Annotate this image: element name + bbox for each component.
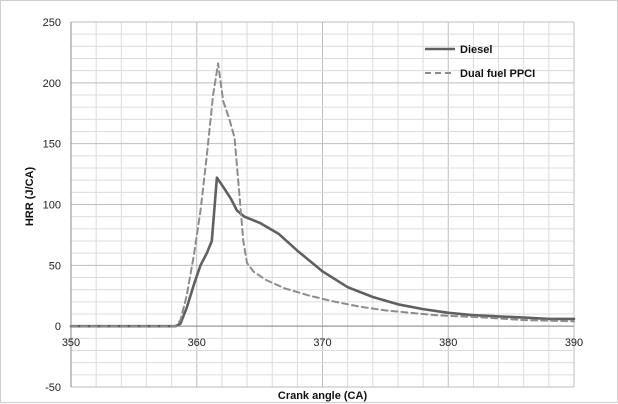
x-tick-label: 350	[62, 337, 80, 349]
y-tick-label: 0	[55, 321, 61, 333]
x-tick-label: 390	[565, 337, 583, 349]
y-tick-label: 200	[43, 78, 61, 90]
x-tick-label: 360	[188, 337, 206, 349]
grid	[70, 21, 575, 388]
y-tick-label: -50	[45, 382, 61, 394]
y-axis-title: HRR (J/CA)	[24, 167, 36, 227]
legend-label: Dual fuel PPCI	[460, 68, 535, 80]
series-line-dual-fuel-ppci	[70, 62, 575, 328]
series-line-diesel	[69, 176, 576, 328]
y-tick-label: 100	[43, 200, 61, 212]
y-tick-label: 150	[43, 139, 61, 151]
y-tick-label: 250	[43, 17, 61, 29]
y-tick-label: 50	[49, 260, 61, 272]
legend: Diesel Dual fuel PPCI	[425, 44, 535, 80]
x-tick-label: 380	[439, 337, 457, 349]
series-layer	[69, 62, 576, 328]
x-tick-label: 370	[313, 337, 331, 349]
legend-label: Diesel	[460, 44, 492, 56]
tick-labels: -50 0 50 100 150 200 250 350 360 370 380 390	[43, 17, 584, 394]
x-axis-title: Crank angle (CA)	[278, 390, 368, 402]
